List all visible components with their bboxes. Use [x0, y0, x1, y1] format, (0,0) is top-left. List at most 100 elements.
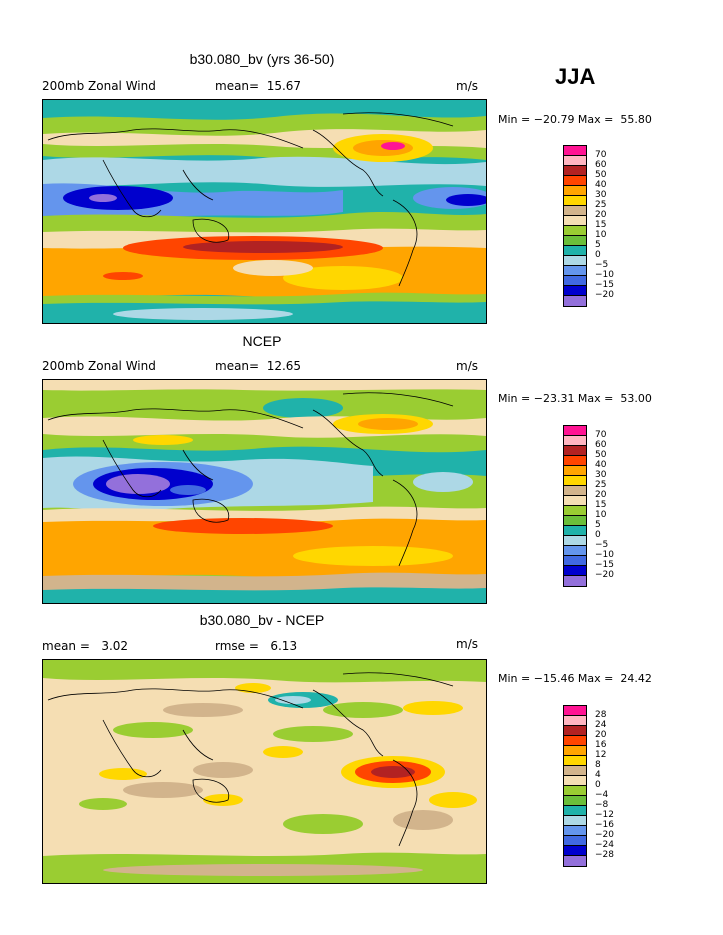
legend-label: 30	[595, 190, 607, 200]
panel3-title: b30.080_bv - NCEP	[199, 612, 325, 628]
legend-swatch	[564, 556, 586, 566]
panel2-map	[42, 379, 487, 604]
legend-swatch	[564, 296, 586, 306]
legend-swatch	[564, 446, 586, 456]
legend-label: 0	[595, 780, 601, 790]
legend-swatch	[564, 186, 586, 196]
legend-label: 8	[595, 760, 601, 770]
legend-label: 20	[595, 210, 607, 220]
legend-label: −20	[595, 290, 614, 300]
legend-label: −12	[595, 810, 614, 820]
legend-label: 5	[595, 240, 601, 250]
legend-label: −15	[595, 560, 614, 570]
legend-label: −20	[595, 570, 614, 580]
panel2-units: m/s	[456, 359, 478, 373]
legend-label: 20	[595, 490, 607, 500]
legend-swatch	[564, 436, 586, 446]
panel3-color-legend	[563, 705, 587, 867]
legend-swatch	[564, 276, 586, 286]
legend-swatch	[564, 246, 586, 256]
panel1-legend-labels: 70 60 50 40 30 25 20 15 10 5 0 −5 −10 −1…	[595, 150, 614, 300]
legend-swatch	[564, 426, 586, 436]
legend-swatch	[564, 456, 586, 466]
legend-swatch	[564, 266, 586, 276]
legend-swatch	[564, 706, 586, 716]
panel3-units: m/s	[456, 637, 478, 651]
legend-label: 15	[595, 500, 607, 510]
legend-label: 24	[595, 720, 607, 730]
legend-swatch	[564, 256, 586, 266]
legend-label: 60	[595, 160, 607, 170]
panel1-color-legend	[563, 145, 587, 307]
panel3-contour-field	[43, 660, 486, 883]
panel3-map	[42, 659, 487, 884]
legend-label: 4	[595, 770, 601, 780]
legend-label: −10	[595, 270, 614, 280]
legend-label: 0	[595, 250, 601, 260]
legend-swatch	[564, 736, 586, 746]
legend-swatch	[564, 786, 586, 796]
legend-swatch	[564, 526, 586, 536]
legend-swatch	[564, 206, 586, 216]
panel2-mean: mean= 12.65	[215, 359, 302, 373]
legend-swatch	[564, 746, 586, 756]
legend-swatch	[564, 486, 586, 496]
panel3-rmse: rmse = 6.13	[215, 639, 298, 653]
legend-swatch	[564, 496, 586, 506]
legend-label: −28	[595, 850, 614, 860]
panel1-units: m/s	[456, 79, 478, 93]
legend-swatch	[564, 196, 586, 206]
panel3-minmax: Min = −15.46 Max = 24.42	[498, 672, 652, 685]
legend-label: 0	[595, 530, 601, 540]
legend-label: 28	[595, 710, 607, 720]
legend-label: 40	[595, 180, 607, 190]
legend-label: 16	[595, 740, 607, 750]
panel3-mean: mean = 3.02	[42, 639, 129, 653]
legend-label: −15	[595, 280, 614, 290]
legend-swatch	[564, 536, 586, 546]
legend-swatch	[564, 776, 586, 786]
legend-swatch	[564, 156, 586, 166]
legend-swatch	[564, 816, 586, 826]
legend-swatch	[564, 146, 586, 156]
legend-swatch	[564, 576, 586, 586]
legend-label: −8	[595, 800, 609, 810]
legend-swatch	[564, 766, 586, 776]
panel2-field-label: 200mb Zonal Wind	[42, 359, 156, 373]
legend-swatch	[564, 506, 586, 516]
legend-label: 15	[595, 220, 607, 230]
legend-label: 25	[595, 200, 607, 210]
legend-swatch	[564, 546, 586, 556]
legend-swatch	[564, 216, 586, 226]
legend-swatch	[564, 716, 586, 726]
legend-swatch	[564, 236, 586, 246]
legend-label: 70	[595, 430, 607, 440]
legend-swatch	[564, 516, 586, 526]
legend-label: −20	[595, 830, 614, 840]
legend-swatch	[564, 166, 586, 176]
legend-swatch	[564, 726, 586, 736]
legend-swatch	[564, 566, 586, 576]
legend-label: 60	[595, 440, 607, 450]
legend-label: 12	[595, 750, 607, 760]
legend-swatch	[564, 176, 586, 186]
legend-swatch	[564, 476, 586, 486]
panel1-minmax: Min = −20.79 Max = 55.80	[498, 113, 652, 126]
panel1-title: b30.080_bv (yrs 36-50)	[189, 51, 335, 67]
panel2-legend-labels: 70 60 50 40 30 25 20 15 10 5 0 −5 −10 −1…	[595, 430, 614, 580]
legend-label: 40	[595, 460, 607, 470]
legend-swatch	[564, 226, 586, 236]
legend-label: 25	[595, 480, 607, 490]
legend-label: −16	[595, 820, 614, 830]
season-label: JJA	[555, 64, 596, 89]
legend-label: 30	[595, 470, 607, 480]
panel1-map	[42, 99, 487, 324]
panel2-title: NCEP	[242, 333, 282, 349]
legend-swatch	[564, 756, 586, 766]
legend-label: −10	[595, 550, 614, 560]
panel2-contour-field	[43, 380, 486, 603]
legend-label: −5	[595, 260, 609, 270]
legend-swatch	[564, 806, 586, 816]
legend-label: 5	[595, 520, 601, 530]
legend-label: 20	[595, 730, 607, 740]
